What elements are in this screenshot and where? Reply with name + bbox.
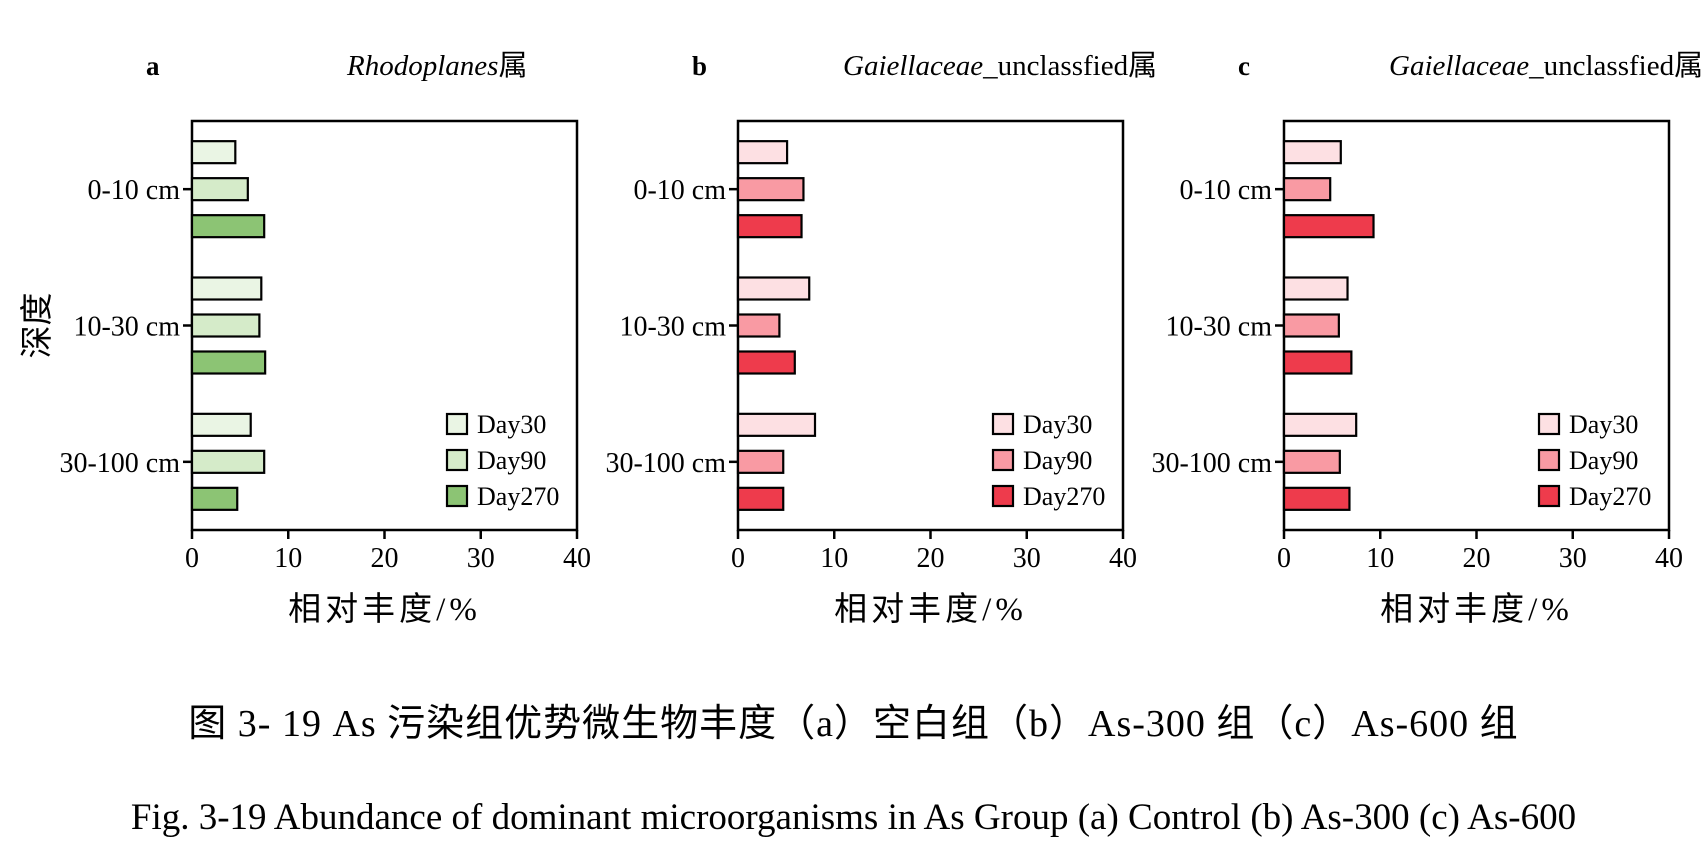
y-tick-label: 10-30 cm [1165, 312, 1272, 343]
chart-title-suffix: 属 [498, 50, 527, 82]
caption-chinese: 图 3- 19 As 污染组优势微生物丰度（a）空白组（b）As-300 组（c… [188, 703, 1519, 745]
bar-day30 [736, 140, 789, 165]
legend-label-day270: Day270 [1023, 482, 1105, 511]
bar-day270 [190, 350, 267, 375]
legend-label-day90: Day90 [477, 446, 546, 475]
y-tick-label: 0-10 cm [1179, 175, 1272, 206]
panel-label: c [1238, 51, 1250, 81]
y-tick-label: 0-10 cm [633, 175, 726, 206]
panel-label: a [146, 51, 160, 81]
legend-swatch-day30 [1537, 412, 1561, 436]
legend: Day30 Day90 Day270 [445, 410, 559, 511]
bar-day90 [190, 177, 249, 202]
legend-swatch-day90 [445, 448, 469, 472]
bar-day90 [1282, 177, 1332, 202]
legend-label-day30: Day30 [1023, 410, 1092, 439]
y-tick-label: 30-100 cm [605, 448, 726, 479]
y-tick-label: 10-30 cm [73, 312, 180, 343]
x-tick-label: 10 [820, 543, 848, 574]
x-tick-label: 0 [731, 543, 745, 574]
legend-swatch-day270 [445, 484, 469, 508]
x-tick-label: 30 [1559, 543, 1587, 574]
chart-title-suffix: _unclassfied属 [1528, 50, 1703, 82]
bar-day30 [736, 276, 811, 301]
y-tick-label: 10-30 cm [619, 312, 726, 343]
chart-title-genus: Rhodoplanes [346, 50, 498, 82]
legend-label-day270: Day270 [477, 482, 559, 511]
chart-panel-a: a Rhodoplanes属 0-10 cm 10-30 cm 30-100 cm 0 10… [19, 50, 591, 628]
legend: Day30 Day90 Day270 [991, 410, 1105, 511]
y-tick-label: 30-100 cm [1151, 448, 1272, 479]
x-tick-label: 10 [1366, 543, 1394, 574]
bar-day270 [1282, 214, 1375, 239]
x-tick-label: 20 [917, 543, 945, 574]
bar-day90 [736, 313, 781, 338]
bar-day270 [1282, 486, 1351, 511]
figure-charts: a Rhodoplanes属 0-10 cm 10-30 cm 30-100 cm 0 10… [19, 50, 1703, 628]
bar-day270 [736, 486, 785, 511]
x-tick-label: 20 [1463, 543, 1491, 574]
x-tick-label: 0 [1277, 543, 1291, 574]
x-tick-label: 20 [371, 543, 399, 574]
chart-title: Rhodoplanes属 [346, 50, 527, 82]
bar-day90 [1282, 313, 1340, 338]
legend-label-day90: Day90 [1023, 446, 1092, 475]
bar-day270 [736, 214, 803, 239]
bar-day30 [1282, 276, 1349, 301]
x-tick-label: 10 [274, 543, 302, 574]
x-tick-label: 40 [563, 543, 591, 574]
bar-day30 [190, 276, 263, 301]
x-tick-label: 40 [1655, 543, 1683, 574]
panel-label: b [692, 51, 707, 81]
x-axis-label: 相对丰度/% [834, 591, 1027, 628]
legend-swatch-day30 [445, 412, 469, 436]
legend-swatch-day30 [991, 412, 1015, 436]
bar-day30 [1282, 412, 1358, 437]
x-axis-label: 相对丰度/% [1380, 591, 1573, 628]
y-tick-label: 0-10 cm [87, 175, 180, 206]
legend-swatch-day90 [991, 448, 1015, 472]
chart-title-genus: Gaiellaceae [843, 50, 983, 82]
legend-swatch-day270 [991, 484, 1015, 508]
x-tick-label: 0 [185, 543, 199, 574]
bar-day90 [736, 449, 785, 474]
bar-day270 [736, 350, 796, 375]
legend-label-day30: Day30 [1569, 410, 1638, 439]
y-tick-label: 30-100 cm [59, 448, 180, 479]
bar-day90 [1282, 449, 1341, 474]
chart-panel-c: c Gaiellaceae_unclassfied属 0-10 cm 10-30 cm… [1151, 50, 1703, 628]
x-tick-label: 30 [1013, 543, 1041, 574]
legend-label-day90: Day90 [1569, 446, 1638, 475]
chart-title-suffix: _unclassfied属 [982, 50, 1157, 82]
chart-title-genus: Gaiellaceae [1389, 50, 1529, 82]
y-axis-label: 深度 [19, 293, 56, 359]
legend-swatch-day270 [1537, 484, 1561, 508]
legend-swatch-day90 [1537, 448, 1561, 472]
caption-english: Fig. 3-19 Abundance of dominant microorg… [130, 797, 1577, 838]
bar-day90 [190, 449, 266, 474]
bar-day270 [190, 214, 266, 239]
x-tick-label: 40 [1109, 543, 1137, 574]
chart-title: Gaiellaceae_unclassfied属 [1389, 50, 1703, 82]
chart-title: Gaiellaceae_unclassfied属 [843, 50, 1157, 82]
legend-label-day270: Day270 [1569, 482, 1651, 511]
legend: Day30 Day90 Day270 [1537, 410, 1651, 511]
bar-day90 [736, 177, 805, 202]
bar-day90 [190, 313, 261, 338]
bar-day30 [1282, 140, 1342, 165]
bar-day270 [1282, 350, 1353, 375]
bar-day30 [190, 412, 252, 437]
x-axis-label: 相对丰度/% [288, 591, 481, 628]
bar-day30 [190, 140, 237, 165]
legend-label-day30: Day30 [477, 410, 546, 439]
bar-day270 [190, 486, 239, 511]
x-tick-label: 30 [467, 543, 495, 574]
chart-panel-b: b Gaiellaceae_unclassfied属 0-10 cm 10-30 cm… [605, 50, 1157, 628]
bar-day30 [736, 412, 817, 437]
